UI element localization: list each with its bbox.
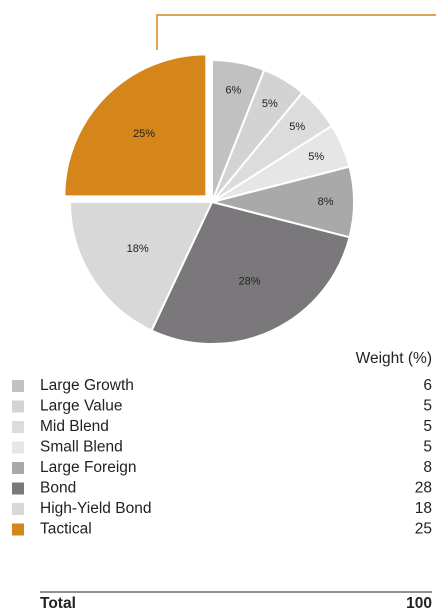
slice-label: 5% bbox=[308, 151, 324, 163]
legend-value: 5 bbox=[423, 439, 432, 456]
pie-slice bbox=[150, 200, 351, 345]
legend-value: 18 bbox=[415, 500, 432, 517]
legend-swatch bbox=[12, 380, 24, 392]
slice-label: 5% bbox=[262, 98, 278, 110]
legend-label: Small Blend bbox=[40, 439, 123, 456]
legend-label: Large Value bbox=[40, 398, 122, 415]
legend-label: Mid Blend bbox=[40, 418, 109, 435]
slice-label: 28% bbox=[238, 276, 260, 288]
legend-value: 8 bbox=[423, 459, 432, 476]
legend-swatch bbox=[12, 441, 24, 454]
legend-label: High-Yield Bond bbox=[40, 500, 151, 517]
legend-label: Large Foreign bbox=[40, 459, 137, 476]
legend-swatch bbox=[12, 482, 24, 495]
legend-value: 5 bbox=[423, 418, 432, 435]
legend-swatch bbox=[12, 523, 24, 536]
slice-label: 18% bbox=[127, 243, 149, 255]
slice-label: 25% bbox=[133, 128, 155, 140]
column-header: Weight (%) bbox=[356, 350, 432, 367]
legend-label: Bond bbox=[40, 480, 76, 497]
slice-label: 8% bbox=[318, 196, 334, 208]
legend-value: 28 bbox=[415, 480, 432, 497]
legend-value: 5 bbox=[423, 398, 432, 415]
legend-value: 6 bbox=[423, 377, 432, 394]
total-value: 100 bbox=[406, 595, 432, 612]
legend-swatch bbox=[12, 503, 24, 515]
pie-slice bbox=[63, 53, 208, 198]
pie-slice bbox=[68, 201, 214, 332]
slice-label: 5% bbox=[289, 121, 305, 133]
legend-swatch bbox=[12, 421, 24, 433]
total-label: Total bbox=[40, 595, 76, 612]
callout-line bbox=[156, 14, 436, 50]
legend-swatch bbox=[12, 462, 24, 474]
slice-label: 6% bbox=[225, 84, 241, 96]
legend-label: Large Growth bbox=[40, 377, 134, 394]
legend-label: Tactical bbox=[40, 521, 92, 538]
legend-value: 25 bbox=[415, 521, 432, 538]
legend-swatch bbox=[12, 400, 24, 413]
